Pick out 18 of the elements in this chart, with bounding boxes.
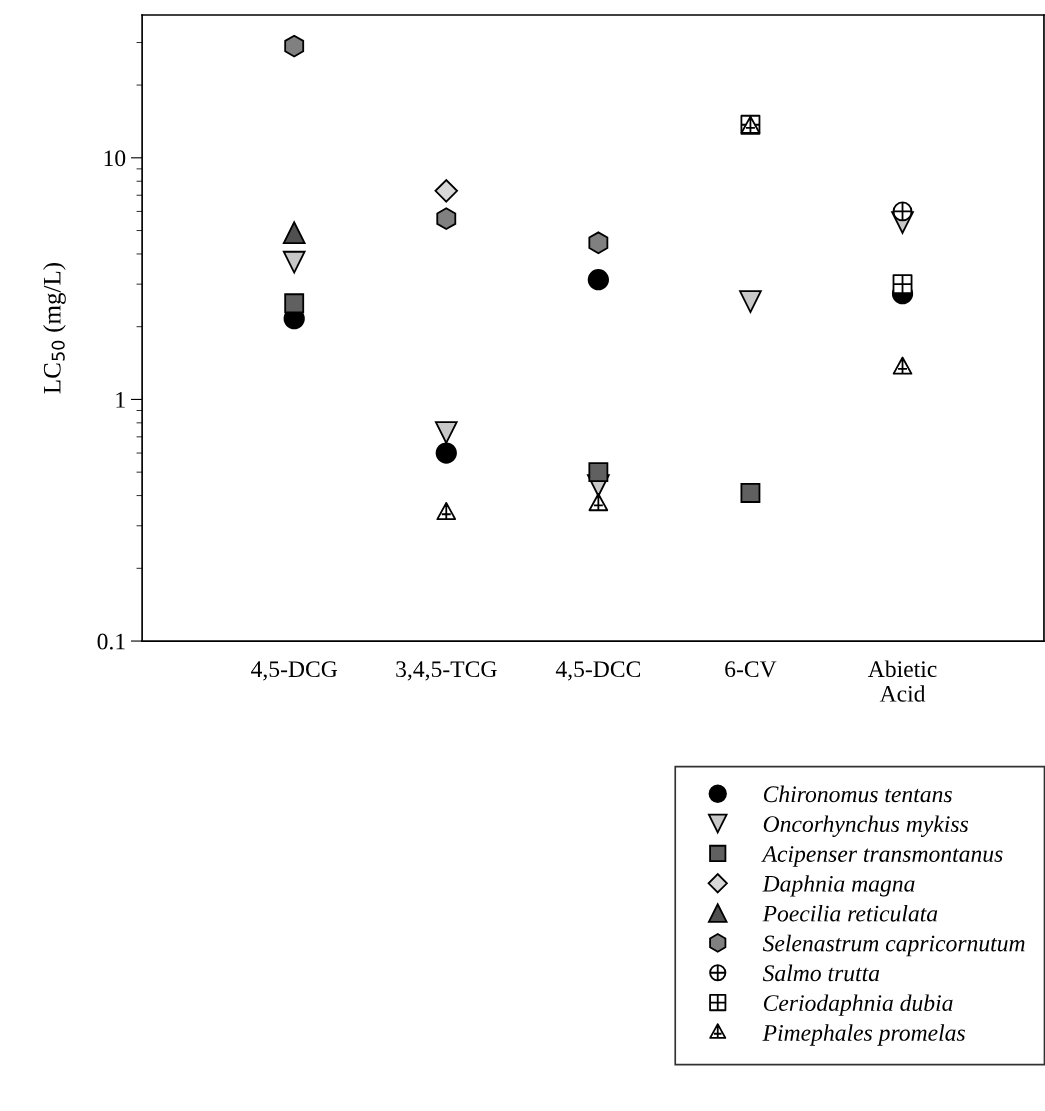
legend-label: Chironomus tentans — [763, 785, 952, 803]
x-tick-label: 4,5-DCC — [555, 661, 641, 681]
legend-label: Pimephales promelas — [762, 1024, 965, 1046]
legend-label: Poecilia reticulata — [762, 904, 938, 922]
y-tick-label: 1 — [116, 392, 125, 408]
y-axis-title: LC$_{50}$ (mg/L) — [43, 263, 66, 394]
x-tick-label: 3,4,5-TCG — [396, 661, 497, 681]
legend-label: Ceriodaphnia dubia — [763, 994, 953, 1016]
legend-label: Salmo trutta — [762, 964, 880, 982]
legend-label: Acipenser transmontanus — [761, 846, 1003, 867]
y-tick-label: 10 — [104, 150, 126, 167]
y-tick-label: 0.1 — [97, 633, 125, 650]
x-tick-label: 4,5-DCG — [251, 661, 338, 681]
x-tick-label: Abietic Acid — [868, 660, 937, 702]
legend-label: Selenastrum capricornutum — [762, 934, 1025, 957]
legend-label: Oncorhynchus mykiss — [763, 815, 969, 837]
x-tick-label: 6-CV — [725, 661, 777, 678]
legend-label: Daphnia magna — [762, 875, 915, 897]
